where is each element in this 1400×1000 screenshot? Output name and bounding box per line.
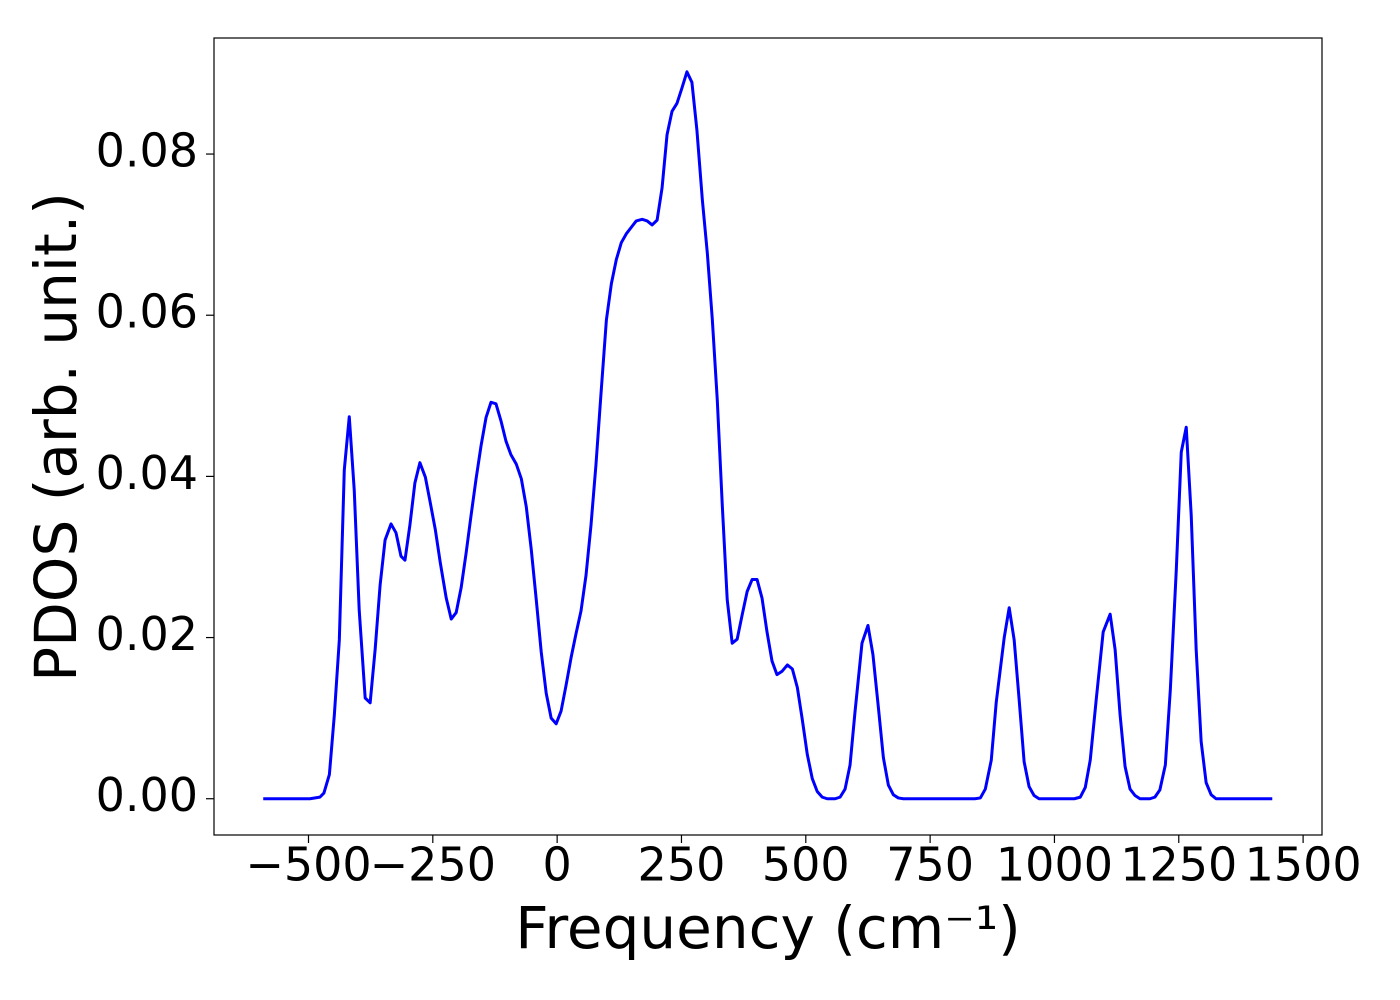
- y-tick-label: 0.06: [96, 285, 198, 339]
- y-axis-label: PDOS (arb. unit.): [22, 192, 90, 682]
- x-tick-label: −250: [370, 838, 496, 892]
- x-tick-label: 750: [886, 838, 974, 892]
- x-tick-label: 0: [543, 838, 572, 892]
- x-tick-label: −500: [245, 838, 371, 892]
- data-line: [263, 70, 1273, 801]
- y-tick-label: 0.08: [96, 124, 198, 178]
- x-tick-label: 500: [762, 838, 850, 892]
- y-tick-label: 0.02: [96, 607, 198, 661]
- x-axis-label: Frequency (cm⁻¹): [515, 894, 1021, 962]
- y-tick-label: 0.00: [96, 768, 198, 822]
- plot-frame: [213, 37, 1323, 836]
- x-tick-label: 1250: [1120, 838, 1237, 892]
- x-tick-label: 1000: [996, 838, 1113, 892]
- y-tick-label: 0.04: [96, 446, 198, 500]
- x-tick-label: 1500: [1245, 838, 1362, 892]
- x-tick-label: 250: [638, 838, 726, 892]
